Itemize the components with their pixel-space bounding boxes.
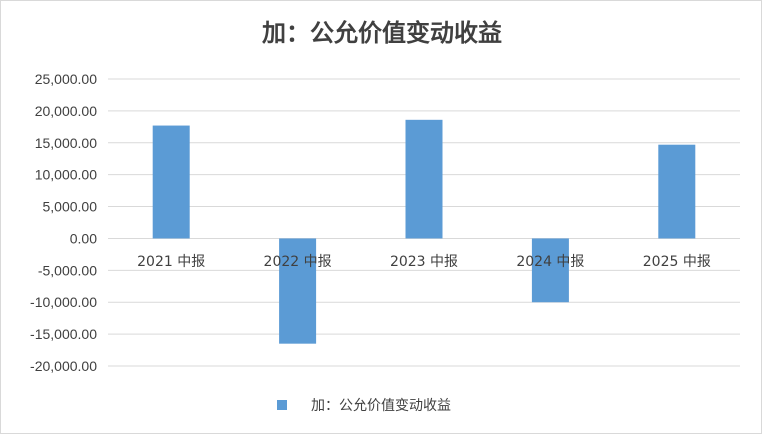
x-category-label: 2023 中报 — [390, 254, 458, 270]
x-axis-category-labels: 2021 中报 2022 中报 2023 中报 2024 中报 2025 中报 — [137, 254, 711, 270]
legend: 加：公允价值变动收益 — [277, 398, 451, 414]
y-tick-label: -15,000.00 — [30, 326, 97, 342]
x-category-label: 2025 中报 — [643, 254, 711, 270]
y-axis-tick-labels: 25,000.00 20,000.00 15,000.00 10,000.00 5,00… — [30, 71, 97, 374]
chart-title: 加：公允价值变动收益 — [262, 19, 502, 47]
bar — [532, 238, 569, 302]
x-category-label: 2024 中报 — [516, 254, 584, 270]
bar — [406, 120, 443, 239]
y-tick-label: 20,000.00 — [35, 103, 97, 119]
y-tick-label: 15,000.00 — [35, 135, 97, 151]
legend-label: 加：公允价值变动收益 — [311, 398, 451, 414]
y-tick-label: 25,000.00 — [35, 71, 97, 87]
y-tick-label: 0.00 — [70, 230, 97, 246]
x-category-label: 2022 中报 — [264, 254, 332, 270]
y-tick-label: -20,000.00 — [30, 358, 97, 374]
y-tick-label: -5,000.00 — [38, 262, 97, 278]
x-category-label: 2021 中报 — [137, 254, 205, 270]
bar — [153, 126, 190, 239]
bars — [153, 120, 696, 344]
y-tick-label: 5,000.00 — [43, 199, 98, 215]
legend-swatch — [277, 400, 287, 410]
bar — [658, 145, 695, 239]
y-tick-label: 10,000.00 — [35, 167, 97, 183]
y-tick-label: -10,000.00 — [30, 294, 97, 310]
